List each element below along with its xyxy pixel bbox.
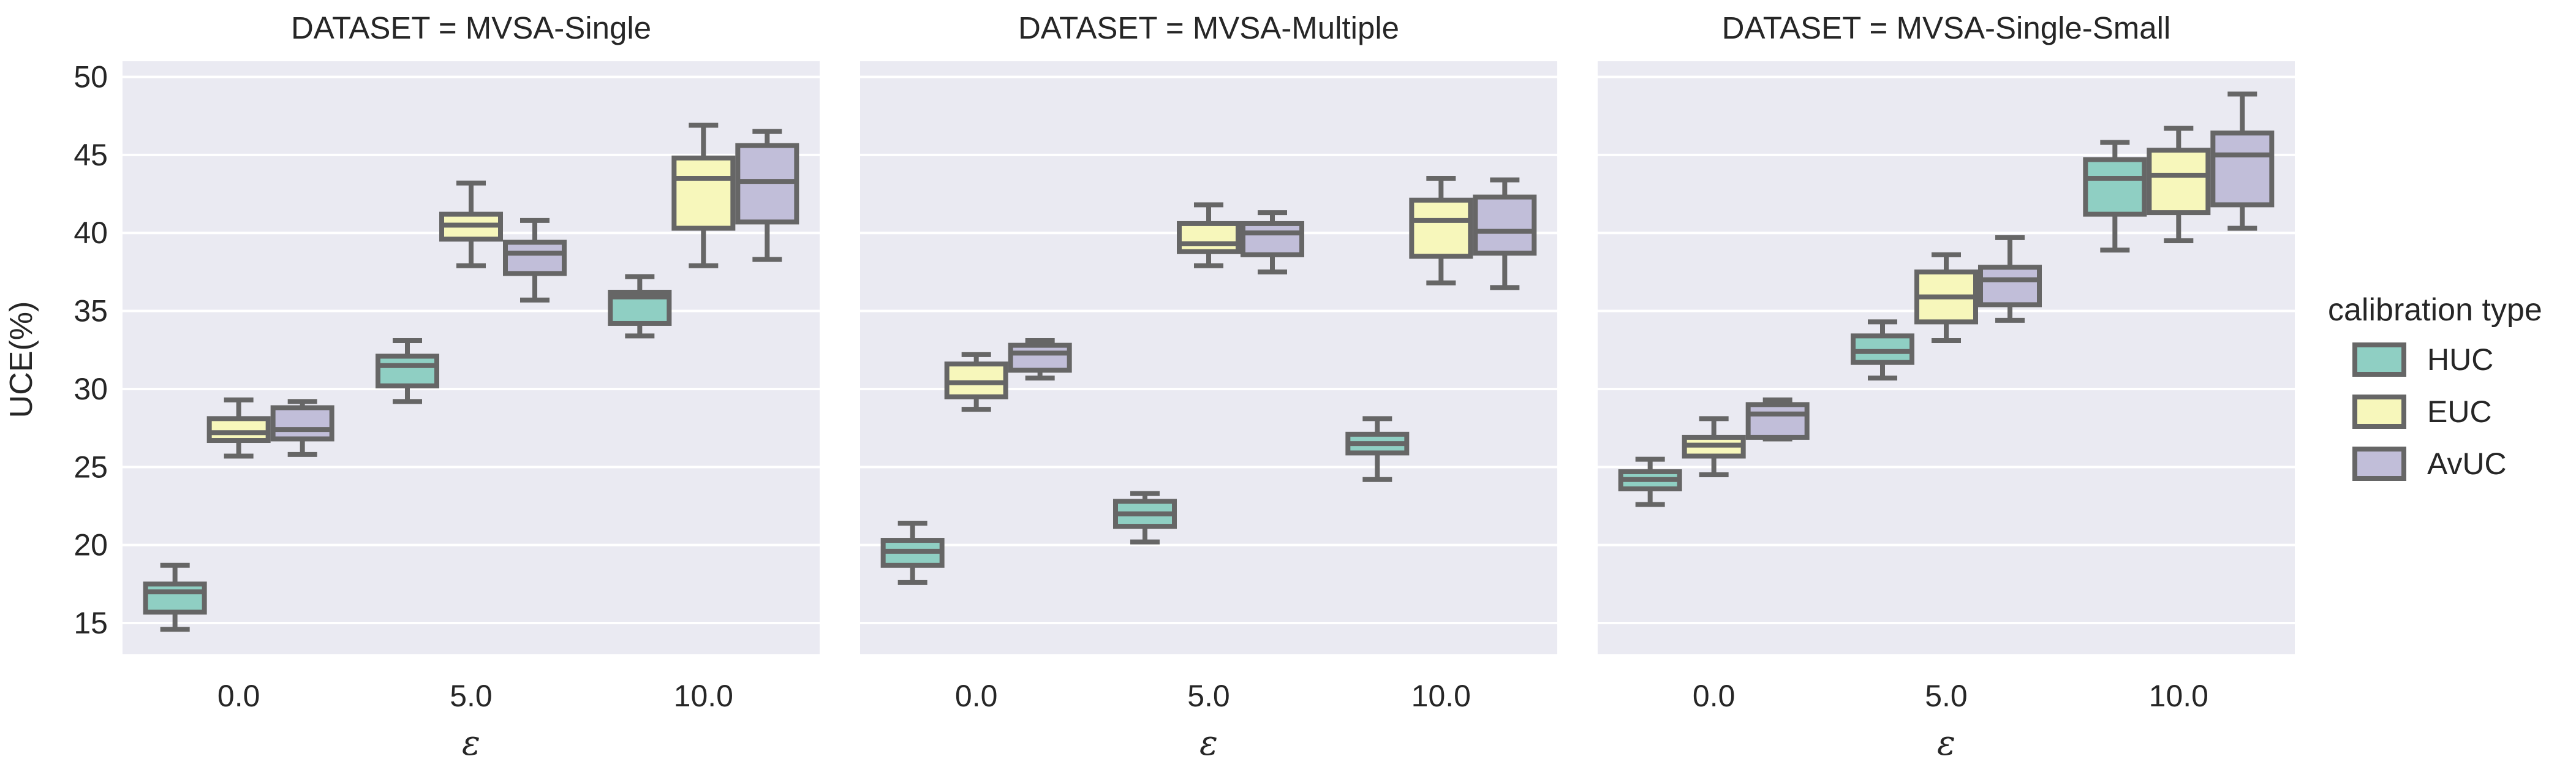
box-iqr [1409, 197, 1473, 259]
y-tick-label: 35 [74, 294, 108, 328]
box-iqr [2210, 130, 2275, 208]
box-iqr [2083, 157, 2147, 217]
panel-2: DATASET = MVSA-Multiple 0.0 5.0 10.0 ε [860, 10, 1557, 763]
box-euc [1682, 416, 1746, 478]
x-tick-label: 10.0 [2149, 679, 2208, 713]
box-huc [1345, 416, 1410, 482]
box-avuc [503, 217, 567, 303]
legend-swatch [2352, 342, 2406, 377]
legend-entry-avuc: AvUC [2352, 447, 2507, 481]
box-avuc [1978, 235, 2042, 323]
legend-entry-euc: EUC [2352, 395, 2492, 429]
y-axis-label: UCE(%) [4, 301, 39, 418]
panel-title: DATASET = MVSA-Multiple [1018, 10, 1399, 45]
y-tick-label: 20 [74, 528, 108, 562]
y-tick-label: 45 [74, 138, 108, 172]
x-tick-label: 10.0 [1411, 679, 1471, 713]
box-iqr [1241, 221, 1304, 257]
box-euc [439, 180, 503, 268]
x-tick-label: 0.0 [1693, 679, 1736, 713]
box-euc [1177, 202, 1241, 268]
box-iqr [503, 240, 567, 276]
box-iqr [671, 155, 736, 231]
panel-background [860, 61, 1557, 654]
box-euc [1409, 176, 1473, 285]
y-tick-label: 40 [74, 216, 108, 250]
x-tick-label: 5.0 [1925, 679, 1968, 713]
box-avuc [1745, 397, 1810, 442]
box-avuc [270, 399, 334, 457]
box-euc [2147, 126, 2211, 243]
box-iqr [206, 416, 271, 444]
panels-layer: 15 20 25 30 35 40 45 50 DATASET = MVSA-Single 0.0… [74, 10, 2295, 763]
x-tick-label: 10.0 [674, 679, 733, 713]
box-iqr [143, 581, 207, 615]
box-iqr [376, 353, 439, 388]
box-avuc [2210, 91, 2275, 231]
x-axis-label: ε [1199, 724, 1218, 763]
x-tick-label: 5.0 [1187, 679, 1230, 713]
box-iqr [1978, 265, 2042, 308]
box-avuc [1473, 177, 1537, 290]
x-axis-label: ε [1937, 724, 1955, 763]
box-iqr [1473, 194, 1537, 256]
panel-3: DATASET = MVSA-Single-Small 0.0 5.0 10.0 ε [1598, 10, 2295, 763]
box-euc [206, 397, 271, 459]
x-tick-label: 0.0 [217, 679, 260, 713]
legend-label: AvUC [2427, 447, 2507, 481]
box-iqr [1745, 402, 1810, 440]
box-huc [1618, 456, 1682, 507]
box-euc [1914, 252, 1978, 343]
legend-label: HUC [2427, 342, 2493, 377]
box-avuc [1241, 210, 1304, 274]
legend-label: EUC [2427, 395, 2492, 429]
legend-swatch [2352, 395, 2406, 429]
box-huc [1851, 319, 1914, 381]
legend-entries: HUC EUC AvUC [2352, 342, 2507, 481]
panel-1: 15 20 25 30 35 40 45 50 DATASET = MVSA-Single 0.0… [74, 10, 820, 763]
box-huc [608, 274, 672, 339]
box-huc [143, 562, 207, 632]
legend-swatch [2352, 447, 2406, 481]
legend: calibration type HUC EUC AvUC [2328, 292, 2542, 481]
y-tick-label: 25 [74, 450, 108, 484]
y-tick-label: 50 [74, 59, 108, 94]
box-iqr [1008, 342, 1072, 373]
panel-background [123, 61, 820, 654]
x-axis-label: ε [462, 724, 480, 763]
x-tick-label: 5.0 [450, 679, 493, 713]
box-huc [1113, 491, 1177, 545]
box-euc [671, 123, 736, 268]
box-avuc [1008, 338, 1072, 381]
box-avuc [735, 129, 799, 262]
y-tick-label: 30 [74, 372, 108, 406]
panel-title: DATASET = MVSA-Single-Small [1722, 10, 2171, 45]
legend-title: calibration type [2328, 292, 2542, 328]
box-huc [376, 338, 439, 404]
box-iqr [1177, 221, 1241, 254]
box-huc [880, 521, 945, 585]
panel-title: DATASET = MVSA-Single [291, 10, 651, 45]
box-iqr [2147, 148, 2211, 216]
box-euc [944, 352, 1008, 412]
y-tick-label: 15 [74, 606, 108, 640]
box-iqr [270, 405, 334, 442]
legend-entry-huc: HUC [2352, 342, 2493, 377]
x-tick-label: 0.0 [955, 679, 998, 713]
box-huc [2083, 140, 2147, 253]
